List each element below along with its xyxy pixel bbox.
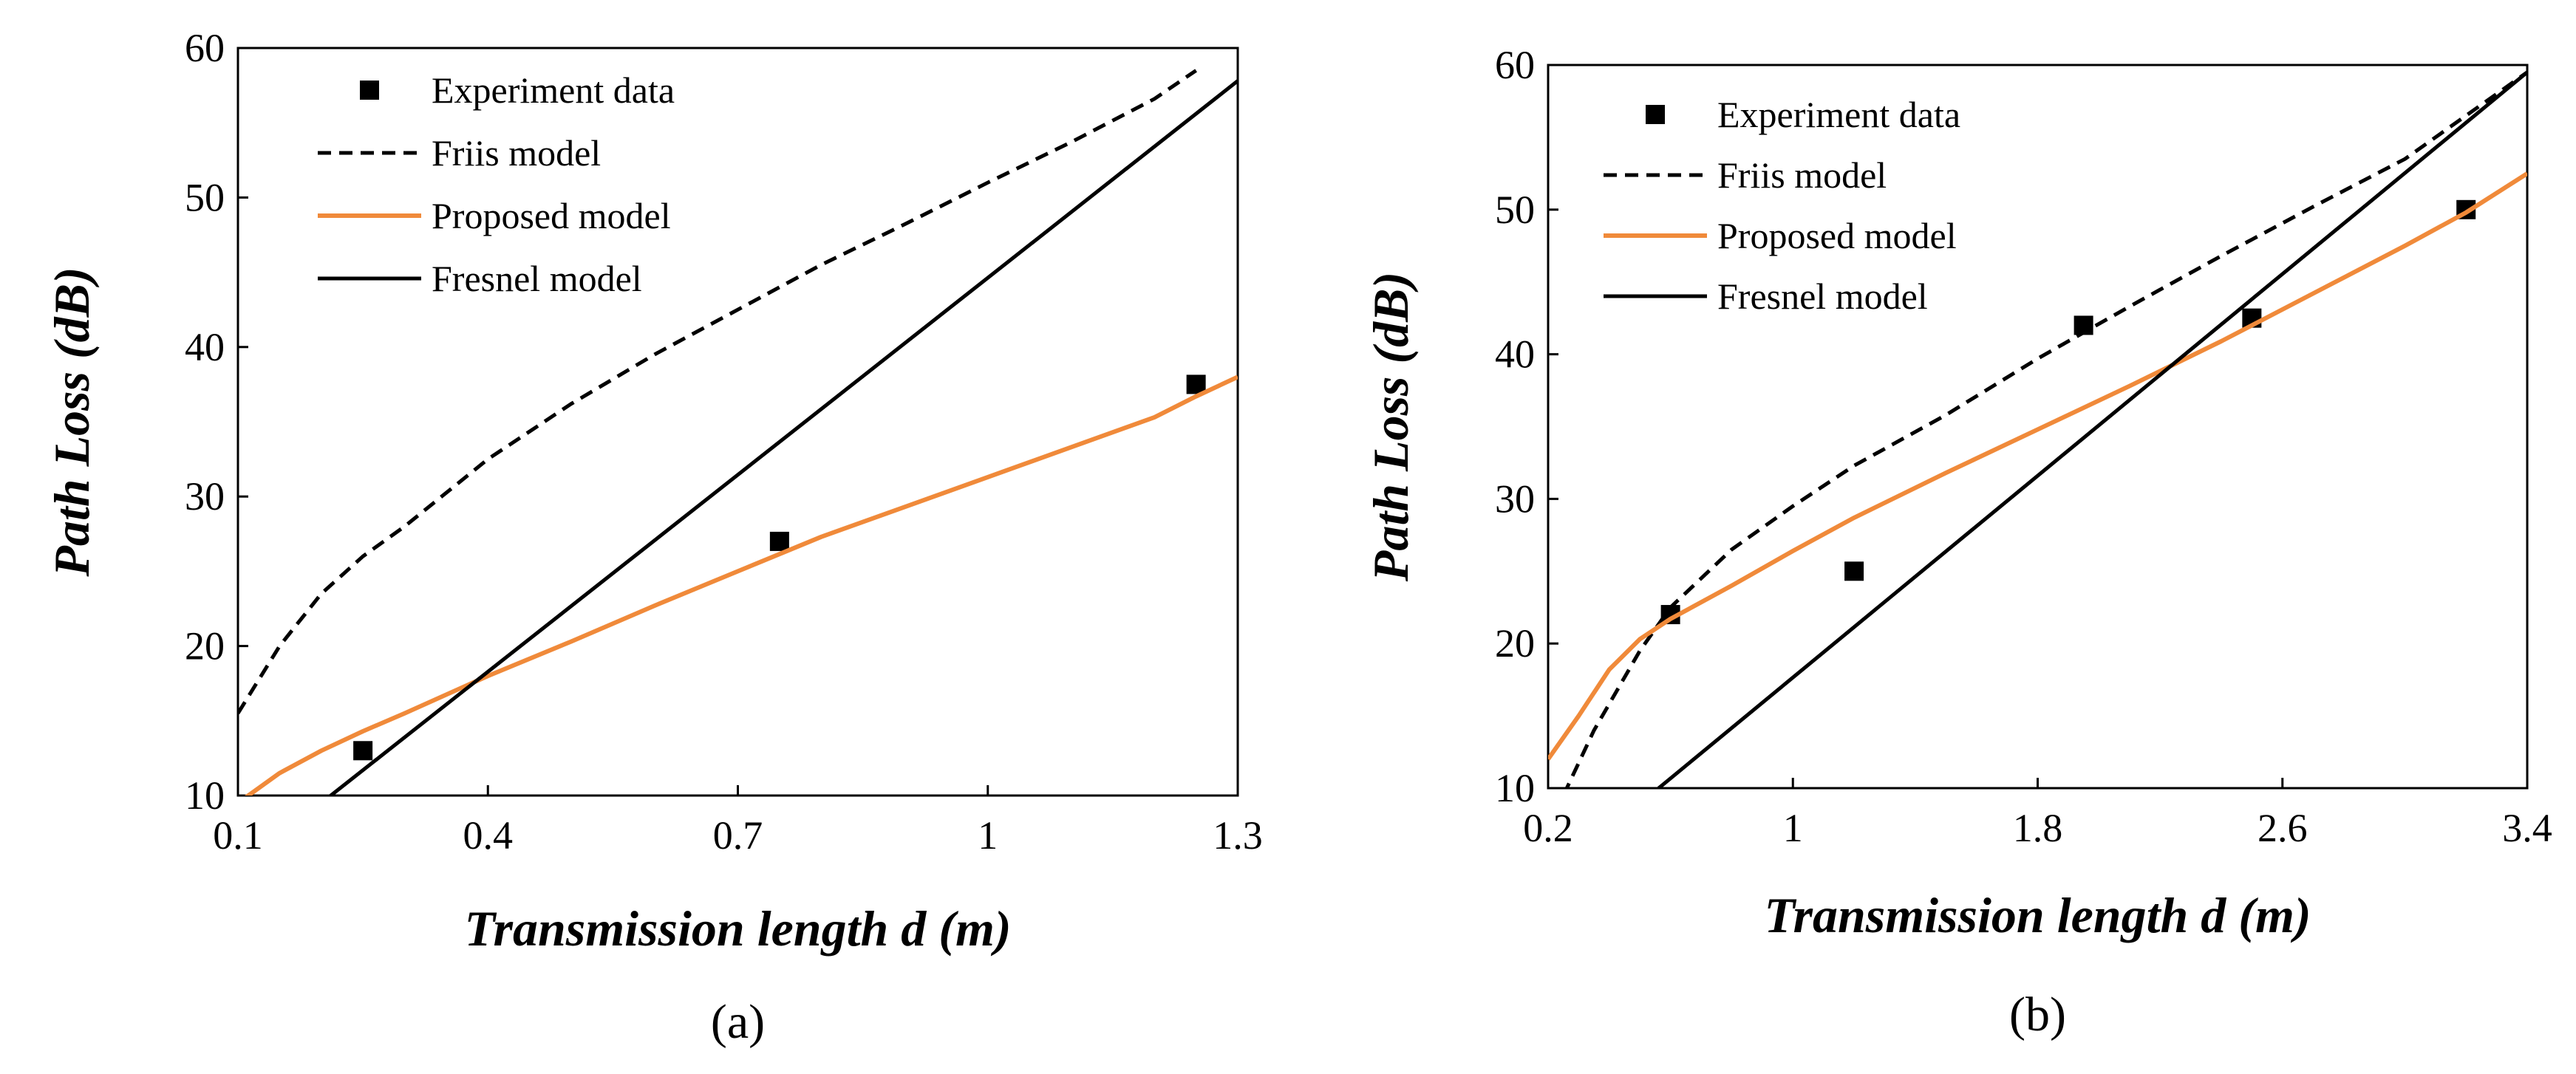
y-tick-label: 40: [1495, 332, 1535, 377]
y-tick-label: 60: [185, 26, 225, 70]
legend-label-fresnel-model: Fresnel model: [1717, 276, 1928, 317]
y-tick-label: 40: [185, 325, 225, 369]
legend-label-friis-model: Friis model: [1717, 154, 1887, 196]
y-tick-label: 10: [1495, 766, 1535, 810]
x-tick-label: 0.2: [1523, 806, 1573, 850]
chart-panel-b: 10 20 30 40 50 60 0.2 1 1.8 2.6 3.4 Transmission le…: [1363, 43, 2552, 1041]
chart-panel-a: 10 20 30 40 50 60 0.1 0.4 0.7 1 1.3 Transmission le…: [44, 26, 1263, 1049]
fresnel-model-line: [1655, 70, 2527, 788]
x-tick-label: 1: [1783, 806, 1803, 850]
legend-label-proposed-model: Proposed model: [1717, 215, 1957, 256]
panel-label: (b): [2009, 988, 2066, 1041]
proposed-model-line: [244, 374, 1238, 796]
y-tick-label: 20: [185, 624, 225, 668]
experiment-data-point: [1186, 374, 1206, 394]
legend: Experiment data Friis model Proposed model…: [1604, 94, 1960, 317]
x-tick-label: 2.6: [2258, 806, 2308, 850]
legend-label-proposed-model: Proposed model: [432, 195, 671, 236]
y-axis-label: Path Loss (dB): [1363, 272, 1419, 582]
experiment-data-point: [353, 741, 373, 761]
series-group: [238, 69, 1238, 796]
plot-area-frame: [236, 47, 1239, 797]
experiment-data-point: [769, 531, 789, 551]
experiment-data-point: [1844, 561, 1864, 581]
y-tick-label: 30: [1495, 476, 1535, 521]
y-tick-label: 50: [1495, 188, 1535, 232]
x-axis-label: Transmission length d (m): [465, 900, 1012, 957]
friis-model-line: [238, 69, 1198, 715]
legend-label-friis-model: Friis model: [432, 132, 601, 174]
legend: Experiment data Friis model Proposed model…: [318, 69, 675, 299]
x-tick-label: 1.8: [2013, 806, 2063, 850]
friis-model-line: [1564, 70, 2527, 788]
y-tick-label: 50: [185, 175, 225, 219]
x-tick-label: 0.4: [463, 813, 514, 858]
x-tick-label: 0.7: [713, 813, 763, 858]
x-axis-label: Transmission length d (m): [1765, 887, 2311, 943]
y-tick-label: 10: [185, 773, 225, 818]
y-tick-label: 60: [1495, 43, 1535, 87]
legend-label-fresnel-model: Fresnel model: [432, 258, 642, 299]
y-tick-label: 20: [1495, 621, 1535, 666]
legend-marker-experiment-data: [360, 81, 379, 100]
x-tick-label: 0.1: [213, 813, 263, 858]
legend-marker-experiment-data: [1646, 105, 1665, 124]
y-tick-label: 30: [185, 474, 225, 519]
legend-label-experiment-data: Experiment data: [432, 69, 675, 111]
fresnel-model-line: [327, 79, 1238, 796]
x-tick-label: 1: [978, 813, 998, 858]
y-axis-label: Path Loss (dB): [44, 267, 100, 577]
legend-label-experiment-data: Experiment data: [1717, 94, 1960, 135]
panel-label: (a): [711, 995, 765, 1049]
proposed-model-line: [1548, 171, 2527, 761]
x-tick-label: 1.3: [1213, 813, 1263, 858]
x-tick-label: 3.4: [2502, 806, 2552, 850]
series-group: [1548, 70, 2527, 788]
